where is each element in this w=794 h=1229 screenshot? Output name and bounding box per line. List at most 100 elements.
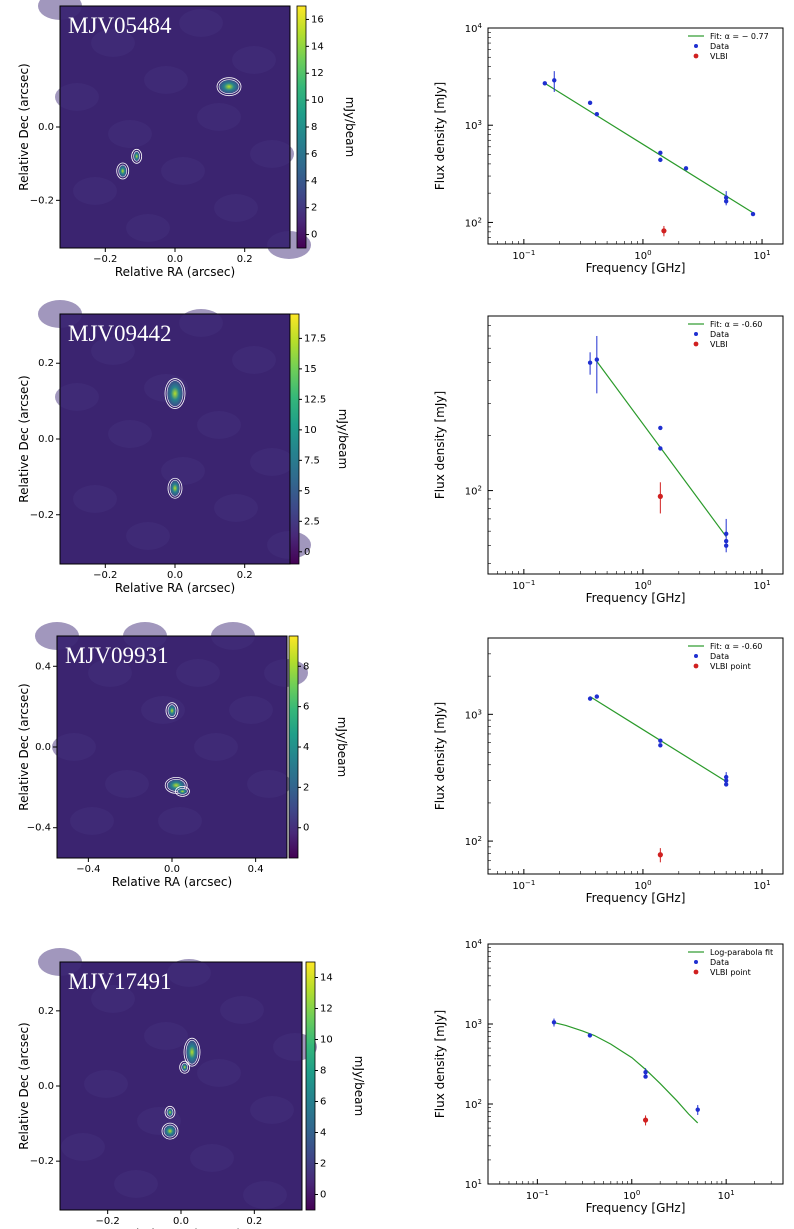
noise-patch <box>108 120 152 148</box>
x-tick-label: 0.4 <box>248 864 264 875</box>
data-point <box>661 228 667 234</box>
series-data <box>587 335 729 553</box>
tick-exponent: 1 <box>730 1189 734 1197</box>
noise-patch <box>126 522 170 550</box>
colorbar-tick-label: 8 <box>303 661 309 672</box>
noise-patch <box>214 194 258 222</box>
source-component <box>175 785 190 797</box>
tick-exponent: 1 <box>766 249 770 257</box>
data-point <box>587 1033 593 1038</box>
y-tick-label: 0.2 <box>38 1006 54 1017</box>
plot-frame <box>487 27 784 245</box>
x-tick-label: 10−1 <box>512 879 535 892</box>
noise-patch <box>250 140 294 168</box>
tick-base: 10 <box>753 881 766 892</box>
noise-patch <box>144 66 188 94</box>
y-tick-label: 0.2 <box>38 358 54 369</box>
y-tick-label: 102 <box>465 216 482 229</box>
tick-base: 10 <box>465 940 478 951</box>
x-axis-label: Relative RA (arcsec) <box>115 265 235 279</box>
x-axis-label: Relative RA (arcsec) <box>121 1227 241 1229</box>
y-tick-label: −0.2 <box>30 510 54 521</box>
series-data <box>587 694 729 787</box>
y-tick-label: 0.0 <box>38 434 54 445</box>
colorbar-tick-label: 2.5 <box>304 516 320 527</box>
colorbar-tick-label: 15 <box>304 364 317 375</box>
tick-base: 10 <box>634 251 647 262</box>
noise-patch <box>179 9 223 37</box>
x-tick-label: −0.2 <box>96 1216 120 1227</box>
x-tick-label: 10−1 <box>512 249 535 262</box>
colorbar-tick-label: 2 <box>303 782 309 793</box>
noise-patch <box>91 985 135 1013</box>
colorbar-tick-label: 0 <box>304 547 310 558</box>
data-point <box>594 694 600 699</box>
x-tick-label: −0.2 <box>93 570 117 581</box>
tick-exponent: 1 <box>478 1178 482 1186</box>
noise-patch <box>141 696 185 724</box>
data-point <box>658 425 663 431</box>
contour-outer <box>164 378 186 409</box>
noise-patch <box>105 770 149 798</box>
noise-patch <box>73 485 117 513</box>
data-point <box>643 1074 648 1079</box>
source-name: MJV09931 <box>65 643 169 668</box>
radio-image-panel-2: MJV09442 −0.2 0.0 0.2 0.2 0.0 −0.2 Relative RA … <box>0 300 380 606</box>
contour-outer <box>179 1060 191 1074</box>
tick-base: 10 <box>512 251 525 262</box>
fit-line <box>553 1022 699 1124</box>
data-point <box>642 1117 649 1123</box>
y-tick-label: 104 <box>465 22 483 35</box>
tick-exponent: 0 <box>647 879 651 887</box>
tick-base: 10 <box>465 121 478 132</box>
tick-exponent: −1 <box>525 879 535 887</box>
tick-exponent: 3 <box>478 119 482 127</box>
data-point <box>723 538 729 544</box>
contour-outer <box>116 162 130 180</box>
noise-patch <box>91 29 135 57</box>
noise-patch <box>61 1133 105 1161</box>
series-vlbi <box>661 225 667 237</box>
noise-patch <box>55 383 99 411</box>
noise-patch <box>73 177 117 205</box>
y-tick-label: 0.0 <box>38 122 54 133</box>
source-name: MJV05484 <box>68 13 172 38</box>
colorbar-tick-label: 6 <box>311 149 317 160</box>
x-axis-label: Frequency [GHz] <box>586 1201 686 1215</box>
data-point <box>643 1069 648 1075</box>
colorbar-tick-label: 4 <box>303 742 309 753</box>
data-point <box>658 157 663 163</box>
tick-base: 10 <box>718 1191 731 1202</box>
series-vlbi <box>657 482 663 514</box>
data-point <box>723 543 729 548</box>
spectrum-panel-2: 10−1 100 101 102 Fit: α = -0.60 Data VLBI Frequ… <box>430 310 794 610</box>
radio-image-panel-3: MJV09931 −0.4 0.0 0.4 0.4 0.0 −0.4 Relative RA … <box>0 622 380 908</box>
colorbar-tick-label: 12 <box>311 68 324 79</box>
data-point <box>683 166 689 171</box>
noise-patch <box>194 733 238 761</box>
colorbar-tick-label: 8 <box>320 1066 326 1077</box>
y-tick-label: 102 <box>465 485 482 498</box>
data-point <box>552 78 557 83</box>
noise-patch <box>108 420 152 448</box>
noise-patch <box>179 309 223 337</box>
data-point <box>542 81 548 86</box>
noise-patch <box>158 807 202 835</box>
x-tick-label: −0.4 <box>76 864 100 875</box>
y-tick-label: 0.0 <box>38 1081 54 1092</box>
legend-vlbi-label: VLBI point <box>710 968 751 977</box>
tick-exponent: −1 <box>525 579 535 587</box>
tick-exponent: 3 <box>478 1018 482 1026</box>
colorbar-tick-label: 5 <box>304 486 310 497</box>
colorbar-label: mJy/beam <box>352 1056 366 1116</box>
colorbar-tick-label: 2 <box>311 203 317 214</box>
contour-inner <box>177 788 188 795</box>
noise-patch <box>55 83 99 111</box>
noise-patch <box>214 494 258 522</box>
y-tick-label: −0.2 <box>30 1156 54 1167</box>
legend-data-swatch <box>694 44 698 48</box>
